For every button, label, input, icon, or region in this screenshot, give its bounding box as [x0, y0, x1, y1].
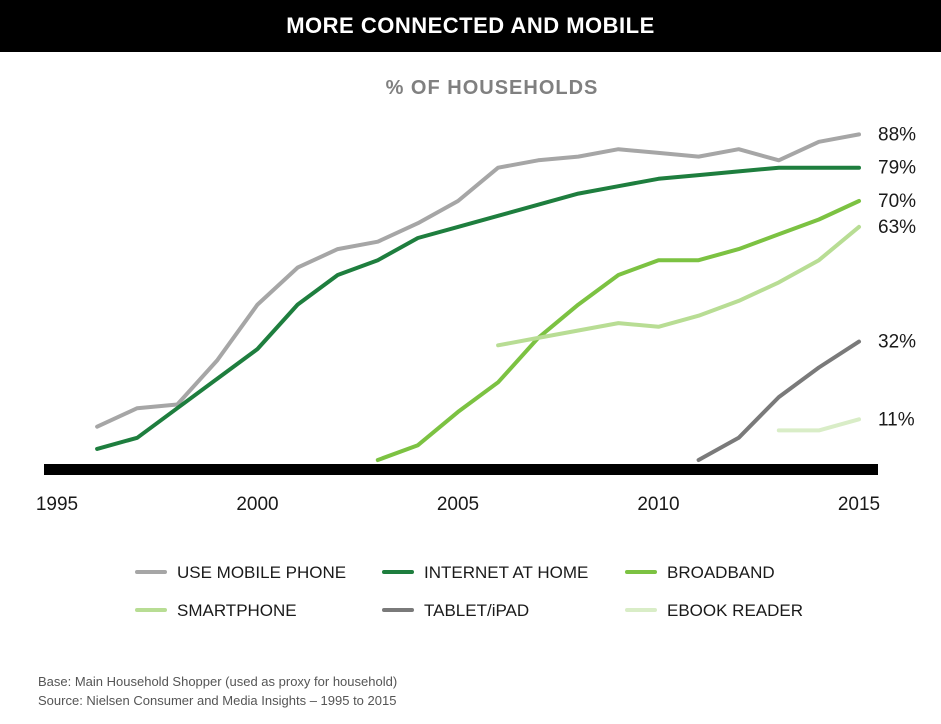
x-tick-label: 2015	[838, 494, 880, 515]
end-label-ebook-reader: 11%	[878, 409, 915, 430]
x-tick-label: 1995	[36, 494, 78, 515]
chart-title-bar: MORE CONNECTED AND MOBILE	[0, 0, 941, 52]
legend-label: BROADBAND	[667, 563, 775, 582]
footer-notes: Base: Main Household Shopper (used as pr…	[38, 672, 397, 710]
chart-subtitle: % OF HOUSEHOLDS	[386, 77, 599, 99]
end-label-smartphone: 63%	[878, 217, 916, 238]
end-label-tablet-ipad: 32%	[878, 332, 916, 353]
legend-label: INTERNET AT HOME	[424, 563, 588, 582]
main-title: MORE CONNECTED AND MOBILE	[286, 13, 655, 38]
series-line-broadband	[375, 199, 861, 462]
x-tick-label: 2010	[637, 494, 679, 515]
x-axis-bar	[44, 464, 878, 475]
footer-base: Base: Main Household Shopper (used as pr…	[38, 674, 398, 689]
line-chart: % OF HOUSEHOLDS 88% 79% 70% 63% 32% 11% 1995 200…	[36, 77, 916, 620]
legend-label: SMARTPHONE	[177, 601, 297, 620]
series-line-use-mobile-phone	[95, 132, 861, 429]
series-line-ebook-reader	[776, 417, 861, 433]
footer-source: Source: Nielsen Consumer and Media Insig…	[38, 693, 397, 708]
legend-label: USE MOBILE PHONE	[177, 563, 346, 582]
series-line-tablet-ipad	[696, 339, 861, 462]
series-line-internet-at-home	[95, 165, 861, 451]
x-tick-label: 2005	[437, 494, 479, 515]
end-label-use-mobile-phone: 88%	[878, 124, 916, 145]
end-label-internet-at-home: 79%	[878, 158, 916, 179]
end-label-broadband: 70%	[878, 191, 916, 212]
legend-label: TABLET/iPAD	[424, 601, 529, 620]
x-tick-label: 2000	[236, 494, 278, 515]
series-line-smartphone	[496, 224, 861, 348]
legend-label: EBOOK READER	[667, 601, 803, 620]
